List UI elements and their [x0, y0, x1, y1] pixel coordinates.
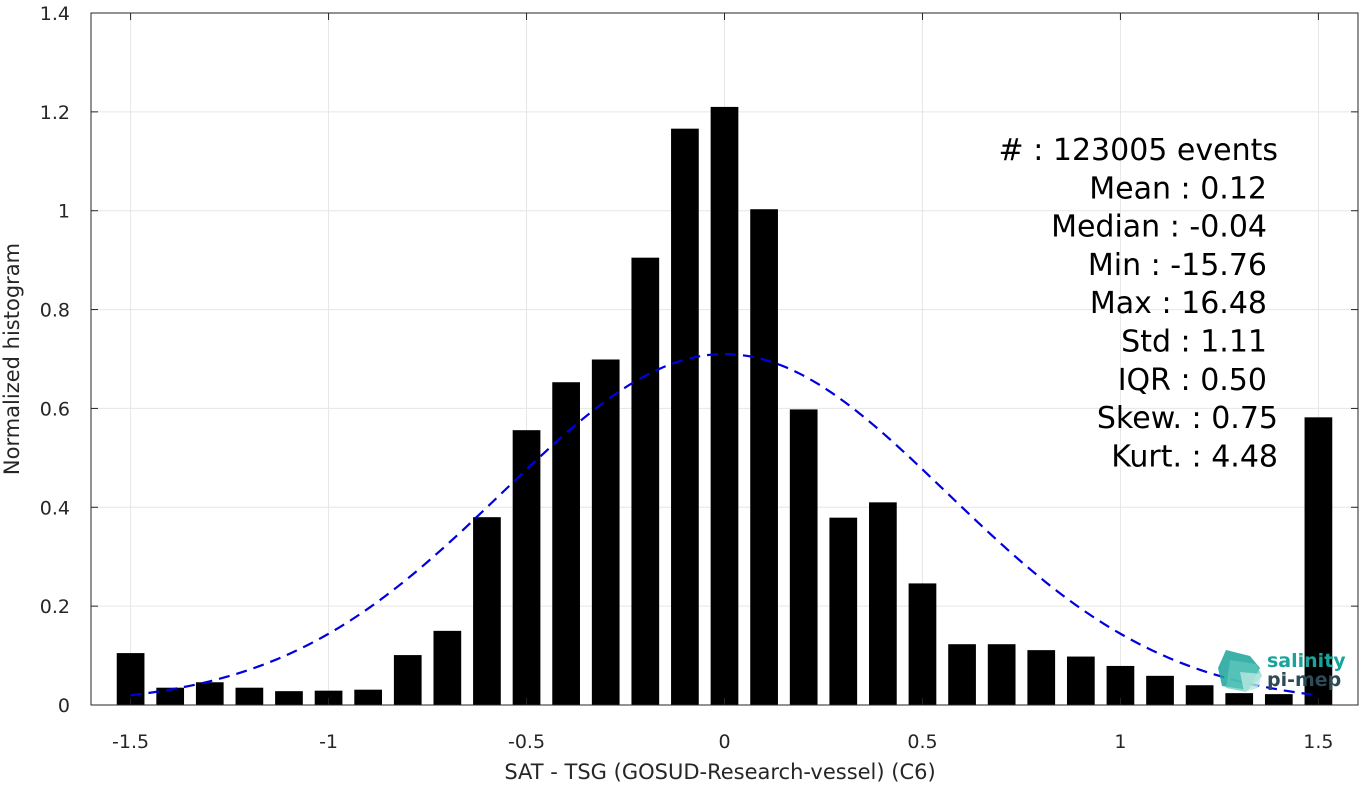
stat-line: # : 123005 events	[999, 133, 1278, 168]
histogram-bar	[433, 630, 462, 705]
salinity-pi-mep-logo: salinity pi-mep	[1218, 650, 1346, 692]
stat-line: Skew. : 0.75	[1097, 401, 1278, 436]
histogram-bar	[948, 644, 976, 705]
histogram-bar	[1027, 650, 1056, 705]
x-tick-label: -1.5	[112, 731, 149, 753]
histogram-bar	[1264, 694, 1293, 705]
histogram-bar	[869, 502, 897, 705]
y-axis-title: Normalized histogram	[0, 243, 24, 475]
histogram-bar	[1146, 675, 1174, 705]
stat-line: Std : 1.11	[1121, 325, 1267, 360]
histogram-bar	[750, 209, 778, 705]
histogram-bar	[710, 106, 739, 705]
histogram-bar	[512, 430, 541, 705]
x-tick-label: 1.5	[1303, 731, 1333, 753]
histogram-bar	[314, 690, 343, 705]
stat-line: Mean : 0.12	[1089, 171, 1267, 206]
normal-fit-curve	[130, 352, 1319, 697]
y-tick-label: 0.6	[40, 398, 70, 420]
histogram-bar	[1185, 685, 1214, 705]
x-tick-label: 1	[1114, 731, 1126, 753]
histogram-bar	[116, 653, 145, 705]
histogram-bar	[908, 583, 937, 705]
x-axis-title: SAT - TSG (GOSUD-Research-vessel) (C6)	[504, 760, 935, 784]
histogram-bar	[829, 517, 858, 705]
y-tick-label: 1.2	[40, 102, 70, 124]
x-tick-label: 0.5	[907, 731, 937, 753]
y-tick-labels: 0 0.2 0.4 0.6 0.8 1 1.2 1.4	[40, 3, 70, 717]
stat-line: Max : 16.48	[1090, 286, 1267, 321]
logo-mark-icon	[1218, 650, 1262, 692]
histogram-bar	[393, 655, 422, 705]
stat-line: Kurt. : 4.48	[1111, 439, 1278, 474]
y-tick-label: 0	[58, 695, 70, 717]
y-tick-label: 0.2	[40, 596, 70, 618]
x-tick-label: -0.5	[508, 731, 545, 753]
logo-line-1: salinity	[1267, 650, 1346, 672]
histogram-bar	[631, 257, 660, 705]
x-tick-labels: -1.5 -1 -0.5 0 0.5 1 1.5	[112, 731, 1333, 753]
histogram-bar	[789, 409, 818, 705]
histogram-bar	[473, 517, 501, 705]
y-tick-label: 1	[58, 201, 70, 223]
histogram-bar	[275, 691, 303, 705]
y-tick-label: 0.4	[40, 497, 70, 519]
histogram-bars	[116, 106, 1333, 706]
histogram-bar	[235, 687, 264, 705]
histogram-bar	[1066, 656, 1095, 705]
histogram-bar	[671, 128, 699, 706]
y-tick-label: 1.4	[40, 3, 70, 25]
histogram-bar	[1304, 417, 1333, 705]
stat-line: IQR : 0.50	[1118, 363, 1267, 398]
y-tick-label: 0.8	[40, 300, 70, 322]
histogram-bar	[552, 382, 580, 705]
axis-ticks	[91, 12, 1358, 706]
logo-line-2: pi-mep	[1267, 669, 1341, 691]
x-tick-label: -1	[319, 731, 338, 753]
histogram-bar	[354, 689, 383, 705]
histogram-bar	[195, 682, 224, 705]
stat-line: Median : -0.04	[1051, 210, 1267, 245]
histogram-bar	[1225, 693, 1254, 705]
x-tick-label: 0	[718, 731, 730, 753]
histogram-bar	[987, 644, 1016, 705]
histogram-bar	[591, 359, 620, 705]
histogram-bar	[156, 687, 185, 705]
stat-line: Min : -15.76	[1088, 248, 1267, 283]
